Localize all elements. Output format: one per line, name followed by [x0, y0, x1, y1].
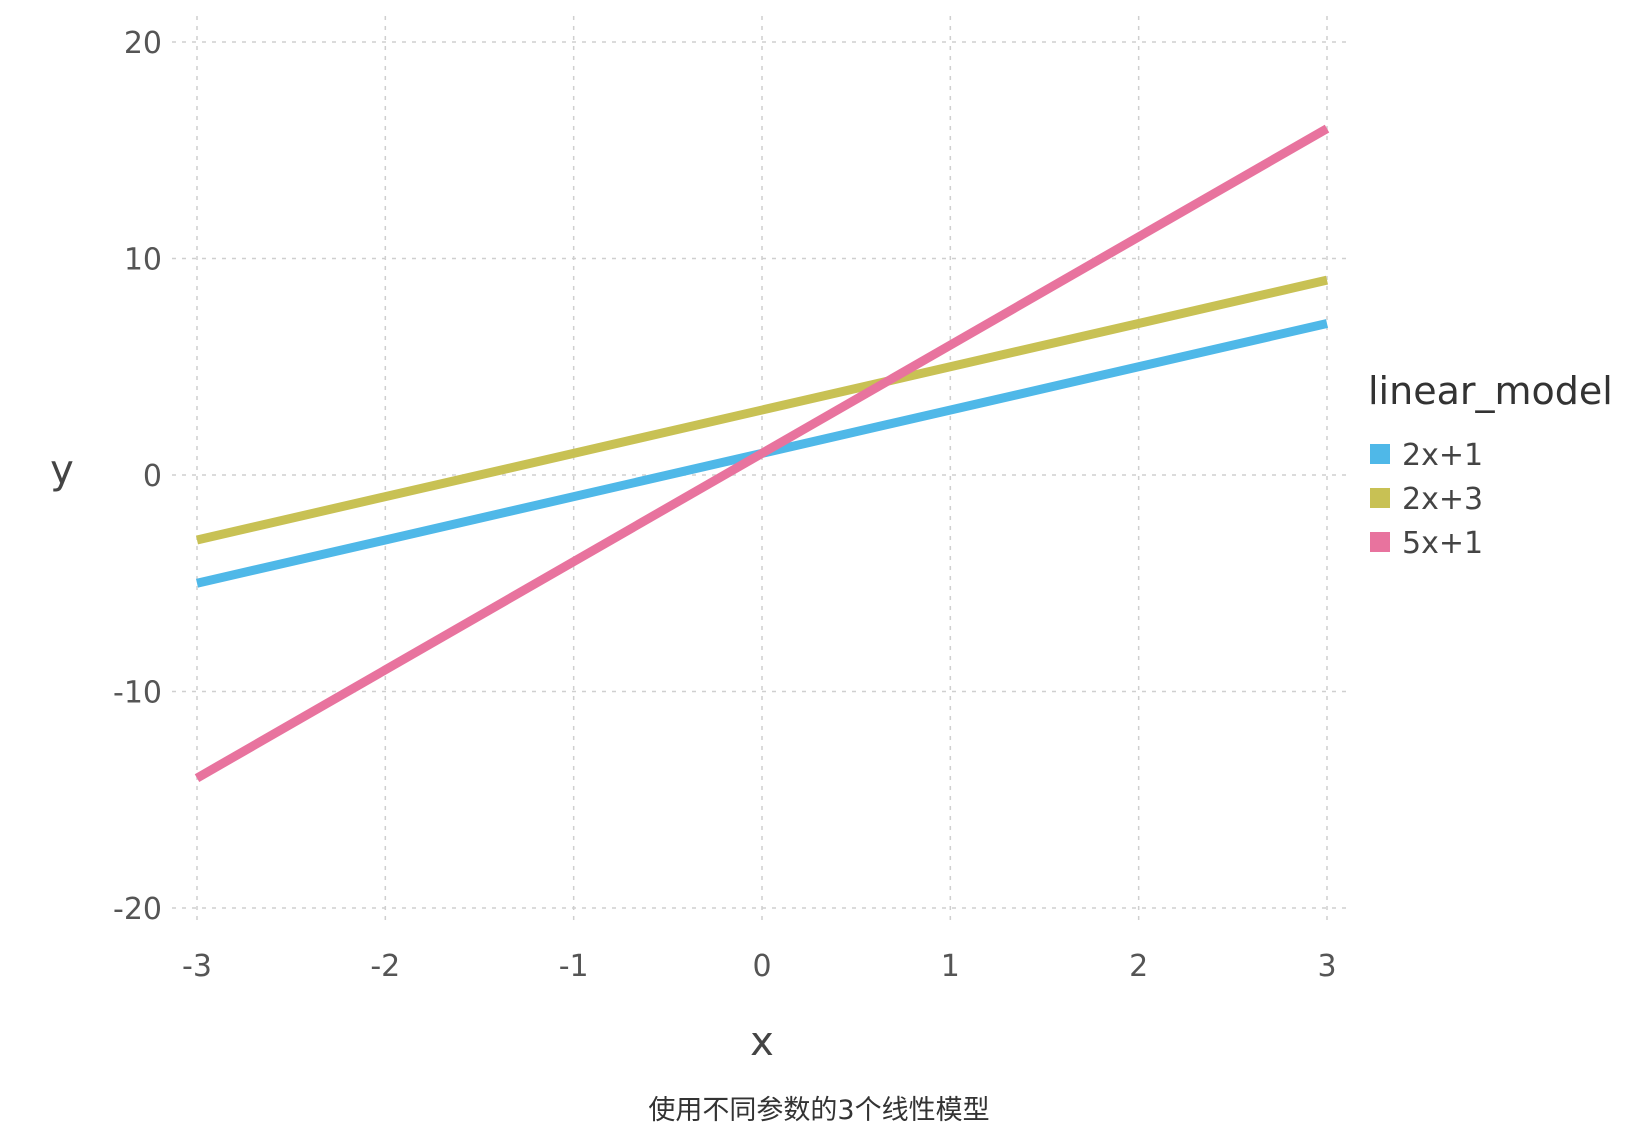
x-axis-label: x [750, 1019, 774, 1065]
legend-label: 2x+3 [1402, 482, 1483, 517]
x-axis-ticks: -3 -2 -1 0 1 2 3 [182, 949, 1337, 984]
legend-label: 2x+1 [1402, 438, 1483, 473]
legend-swatch [1370, 532, 1390, 552]
legend-title: linear_model [1368, 369, 1613, 413]
series-line-2 [195, 275, 1329, 545]
y-tick-label: -20 [113, 892, 162, 927]
y-tick-label: 0 [143, 459, 162, 494]
y-tick-label: 20 [124, 26, 162, 61]
y-axis-label: y [50, 447, 74, 493]
x-tick-label: 3 [1317, 949, 1336, 984]
series-lines [194, 124, 1330, 783]
x-tick-label: -3 [182, 949, 212, 984]
legend-swatch [1370, 444, 1390, 464]
x-tick-label: 0 [752, 949, 771, 984]
y-axis-ticks: -20 -10 0 10 20 [113, 26, 162, 927]
y-tick-label: -10 [113, 676, 162, 711]
y-tick-label: 10 [124, 243, 162, 278]
legend-label: 5x+1 [1402, 526, 1483, 561]
x-tick-label: -2 [370, 949, 400, 984]
legend-swatch [1370, 488, 1390, 508]
x-tick-label: 2 [1129, 949, 1148, 984]
x-tick-label: -1 [559, 949, 589, 984]
grid [172, 16, 1352, 922]
series-line-3 [194, 124, 1330, 783]
x-tick-label: 1 [941, 949, 960, 984]
legend: linear_model 2x+1 2x+3 5x+1 [1368, 369, 1613, 561]
figure-caption: 使用不同参数的3个线性模型 [648, 1095, 990, 1126]
